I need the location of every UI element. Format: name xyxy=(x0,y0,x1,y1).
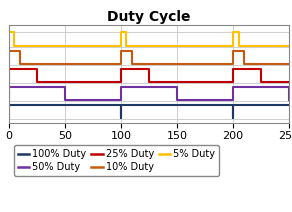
Legend: 100% Duty, 50% Duty, 25% Duty, 10% Duty, 5% Duty: 100% Duty, 50% Duty, 25% Duty, 10% Duty,… xyxy=(14,145,219,176)
Title: Duty Cycle: Duty Cycle xyxy=(107,10,191,24)
